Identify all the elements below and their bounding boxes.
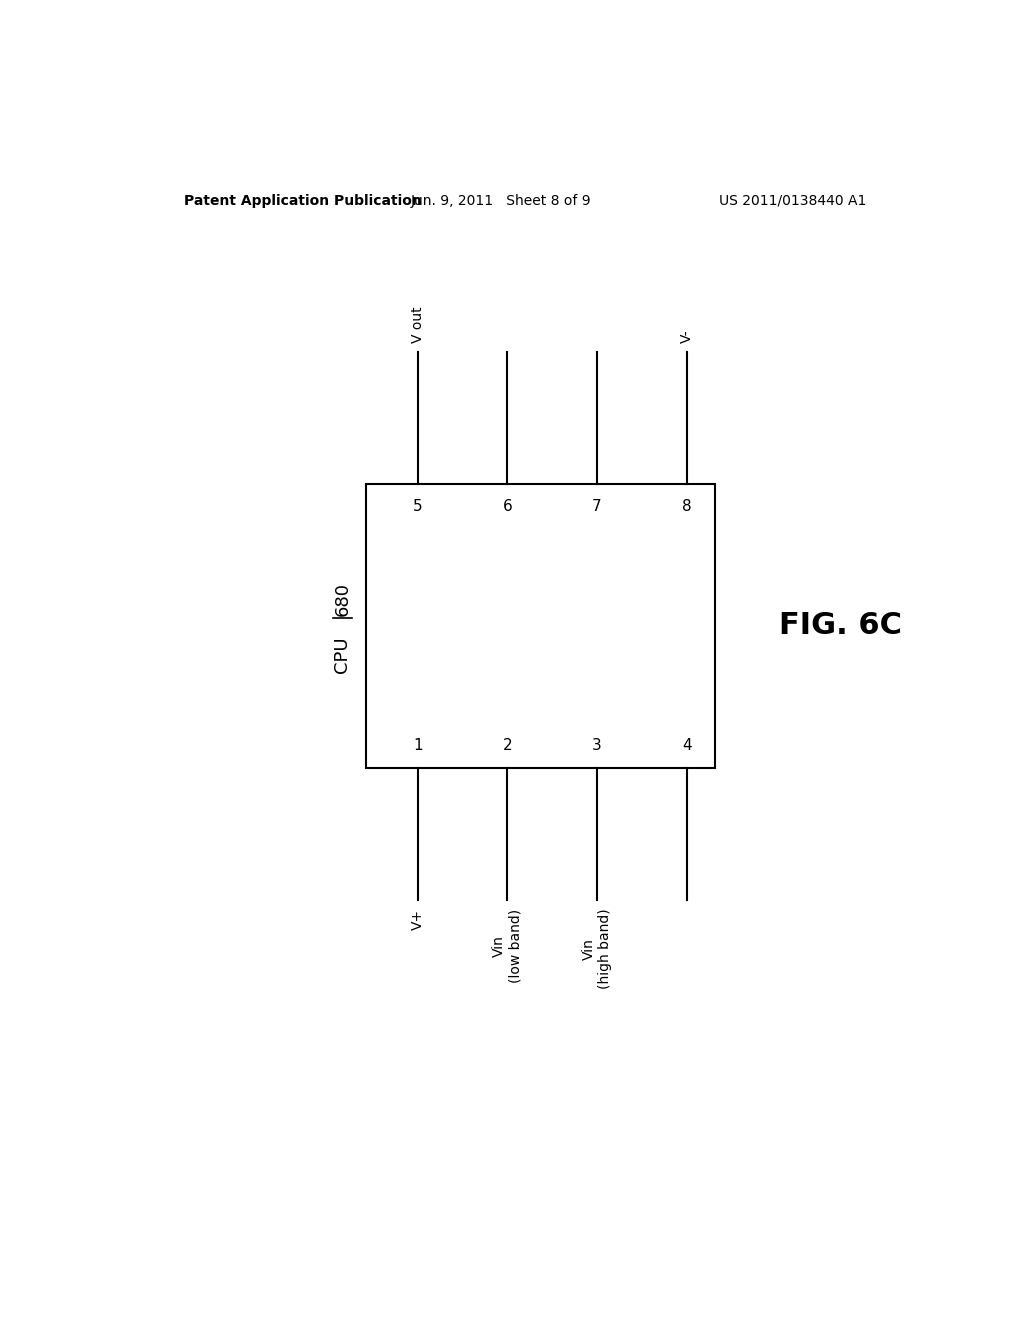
- Text: 1: 1: [413, 738, 423, 752]
- Text: V+: V+: [411, 908, 425, 929]
- Text: FIG. 6C: FIG. 6C: [778, 611, 902, 640]
- Text: 4: 4: [682, 738, 691, 752]
- Text: 6: 6: [503, 499, 512, 513]
- Text: Vin
(low band): Vin (low band): [493, 908, 522, 982]
- Text: US 2011/0138440 A1: US 2011/0138440 A1: [719, 194, 866, 209]
- Text: V out: V out: [411, 306, 425, 343]
- Text: 2: 2: [503, 738, 512, 752]
- Text: CPU: CPU: [333, 636, 351, 673]
- Text: Patent Application Publication: Patent Application Publication: [183, 194, 421, 209]
- Bar: [367, 483, 715, 768]
- Text: Jun. 9, 2011   Sheet 8 of 9: Jun. 9, 2011 Sheet 8 of 9: [411, 194, 591, 209]
- Text: Vin
(high band): Vin (high band): [582, 908, 612, 989]
- Text: V-: V-: [680, 330, 693, 343]
- Text: 8: 8: [682, 499, 691, 513]
- Text: 5: 5: [413, 499, 423, 513]
- Text: 7: 7: [592, 499, 602, 513]
- Text: 680: 680: [333, 582, 351, 615]
- Text: 3: 3: [592, 738, 602, 752]
